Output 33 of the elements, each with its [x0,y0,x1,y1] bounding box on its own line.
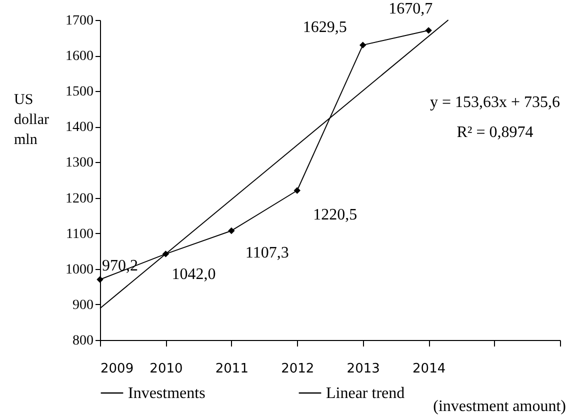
y-tick-label: 1500 [66,84,94,100]
point [228,227,235,234]
y-tick-label: 1300 [66,156,94,171]
data-label: 1220,5 [313,206,358,224]
x-tick-label: 2009 [100,362,134,376]
text: (investment amount) [433,398,566,415]
y-tick-label: 1700 [66,14,94,28]
point [294,187,300,194]
data-label: 1670,7 [388,0,433,18]
y-tick-label: 900 [72,298,94,313]
point [96,276,104,283]
y-tick-label: 1600 [66,49,94,64]
annotation: y = 153,63x + 735,6 [430,94,560,111]
data-label: 1107,3 [245,244,289,262]
x-tick-label: 2010 [150,362,183,376]
x-tick-label: 2014 [412,362,446,376]
data-label: 1042,0 [172,266,216,283]
y-tick-label: 800 [72,334,94,348]
y-tick-label: 1400 [66,120,94,136]
data-label: 970,2 [102,257,138,274]
y-tick-label: 1000 [66,262,94,278]
point [360,42,366,48]
x-tick-label: 2013 [346,362,380,376]
y-tick-label: 1100 [66,226,94,242]
x-tick-label: 2012 [281,362,314,376]
legend-label: Investments [128,385,206,402]
y-tick-label: 1200 [66,191,94,206]
y-axis-title: US dollar mln [14,92,49,148]
data-label: 1629,5 [302,19,347,36]
legend-label: Linear trend [326,385,405,402]
point [425,27,432,34]
x-tick-label: 2011 [215,362,248,376]
annotation: R² = 0,8974 [456,124,534,141]
